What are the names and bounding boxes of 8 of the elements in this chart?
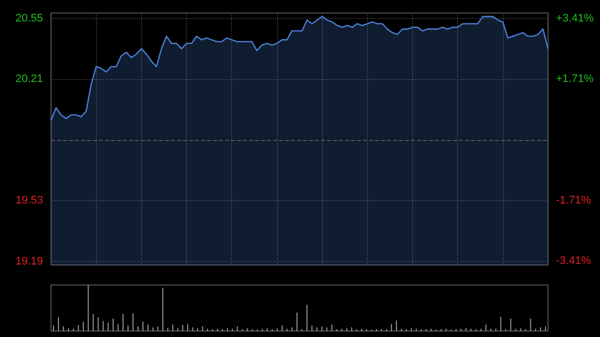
y2-tick-label: -3.41%	[556, 255, 592, 268]
y2-tick-label: +3.41%	[556, 12, 594, 25]
y-tick-label: 19.19	[15, 255, 43, 268]
y2-tick-label: -1.71%	[556, 194, 592, 207]
y-tick-label: 20.55	[15, 12, 43, 24]
y2-tick-label: +1.71%	[556, 73, 594, 86]
y-tick-label: 19.53	[15, 194, 43, 207]
y-tick-label: 20.21	[15, 73, 43, 86]
